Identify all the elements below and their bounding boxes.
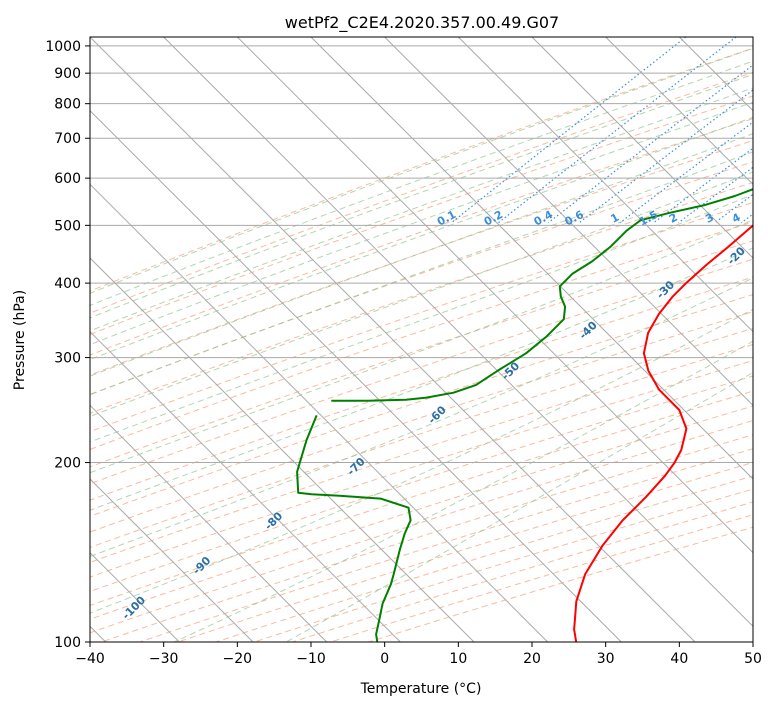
- x-axis-label: Temperature (°C): [360, 681, 482, 697]
- dry-adiabat-label: -60: [426, 403, 449, 426]
- moist-adiabat-line: [90, 60, 753, 306]
- isotherm-line: [531, 37, 753, 259]
- dry-adiabat-line: [90, 201, 753, 433]
- mixing-ratio-line: [578, 89, 753, 224]
- x-tick-label: 40: [670, 651, 688, 667]
- x-tick-label: −20: [223, 651, 253, 667]
- grid-layer: [90, 37, 753, 642]
- dry-adiabat-line: [215, 475, 753, 642]
- x-tick-label: −40: [75, 651, 105, 667]
- dry-adiabat-line: [90, 240, 753, 468]
- dry-adiabat-label: -80: [262, 509, 285, 532]
- dry-adiabat-line: [90, 276, 753, 501]
- isotherm-line: [90, 330, 401, 642]
- isotherm-line: [457, 37, 753, 333]
- moist-adiabat-line: [90, 247, 753, 511]
- dry-adiabat-line: [139, 448, 753, 642]
- dry-adiabat-line: [90, 327, 753, 548]
- isotherm-line: [90, 404, 328, 642]
- dry-adiabat-label: -30: [654, 278, 677, 301]
- x-tick-label: 20: [523, 651, 541, 667]
- moist-adiabat-line: [90, 47, 753, 294]
- isotherm-line: [90, 478, 254, 642]
- dry-adiabat-line: [177, 461, 753, 642]
- moist-adiabat-line: [90, 116, 753, 361]
- y-tick-label: 200: [54, 456, 81, 472]
- moist-adiabat-line: [90, 171, 753, 417]
- y-tick-label: 100: [54, 635, 81, 651]
- dry-adiabat-line: [292, 501, 753, 642]
- y-tick-label: 500: [54, 218, 81, 234]
- mixing-ratio-line: [714, 193, 753, 224]
- mixing-ratio-line: [451, 37, 687, 224]
- dewpoint-profile-line: [331, 188, 753, 402]
- mixing-ratio-label: 1: [608, 211, 621, 226]
- moist-adiabat-line: [90, 219, 753, 474]
- mixing-ratio-line: [740, 213, 753, 224]
- y-tick-label: 800: [54, 97, 81, 113]
- y-axis-label: Pressure (hPa): [12, 290, 28, 390]
- dry-adiabat-line: [90, 258, 753, 485]
- dry-adiabat-line: [90, 181, 753, 414]
- dry-adiabat-line: [101, 434, 753, 642]
- temperature-profile-line: [573, 224, 753, 642]
- moist-adiabat-line: [90, 151, 753, 396]
- axes-layer: −40 −30 −20 −10 0 10 20 30 40 50 100 200 300 400 500 60…: [45, 39, 762, 667]
- y-tick-label: 900: [54, 66, 81, 82]
- y-tick-label: 1000: [45, 39, 81, 55]
- x-tick-label: −10: [296, 651, 326, 667]
- dry-adiabat-label: -100: [120, 593, 149, 622]
- isotherm-line: [163, 37, 753, 628]
- dry-adiabat-line: [368, 526, 753, 642]
- y-tick-label: 700: [54, 131, 81, 147]
- mixing-ratio-label: 3: [703, 211, 716, 226]
- isotherm-line: [678, 37, 753, 112]
- series-layer: [296, 188, 753, 642]
- x-tick-label: 30: [597, 651, 615, 667]
- dry-adiabat-line: [90, 311, 753, 533]
- moist-adiabat-line: [90, 133, 753, 377]
- x-tick-label: 50: [744, 651, 762, 667]
- dry-adiabat-line: [90, 420, 753, 634]
- isotherm-line: [90, 37, 696, 642]
- mixing-ratio-line: [497, 37, 737, 224]
- dry-adiabat-line: [90, 405, 753, 620]
- isotherm-line: [605, 37, 753, 186]
- dry-adiabat-line: [90, 294, 753, 517]
- moist-adiabat-line: [90, 308, 753, 614]
- chart-title: wetPf2_C2E4.2020.357.00.49.G07: [285, 13, 559, 33]
- y-tick-label: 300: [54, 351, 81, 367]
- x-tick-label: 0: [380, 651, 389, 667]
- mixing-ratio-label: 4: [730, 211, 743, 226]
- dry-adiabat-line: [330, 514, 753, 642]
- isotherm-line: [90, 183, 549, 642]
- isotherm-line: [752, 37, 753, 38]
- dry-adiabat-label: -90: [190, 554, 213, 577]
- y-tick-label: 400: [54, 276, 81, 292]
- dry-adiabat-line: [90, 359, 753, 578]
- x-tick-label: −30: [149, 651, 179, 667]
- dry-adiabat-line: [90, 95, 753, 335]
- dry-adiabat-line: [90, 375, 753, 592]
- moist-adiabat-line: [90, 87, 753, 332]
- plot-frame: [89, 36, 754, 643]
- isotherm-line: [90, 109, 622, 642]
- isotherm-line: [236, 37, 753, 554]
- dry-adiabat-line: [90, 390, 753, 606]
- moist-adiabat-line: [90, 73, 753, 319]
- dewpoint-profile-line: [296, 415, 412, 642]
- moist-adiabat-line: [90, 101, 753, 346]
- y-tick-label: 600: [54, 171, 81, 187]
- mixing-ratio-label: 6: [769, 211, 775, 226]
- moist-adiabat-line: [90, 277, 753, 558]
- dry-adiabat-line: [90, 139, 753, 376]
- isotherm-line: [90, 257, 475, 642]
- dry-adiabat-label: -50: [499, 359, 522, 382]
- mixing-ratio-label: 2: [667, 211, 680, 226]
- x-tick-label: 10: [449, 651, 467, 667]
- mixing-ratio-line: [653, 147, 753, 224]
